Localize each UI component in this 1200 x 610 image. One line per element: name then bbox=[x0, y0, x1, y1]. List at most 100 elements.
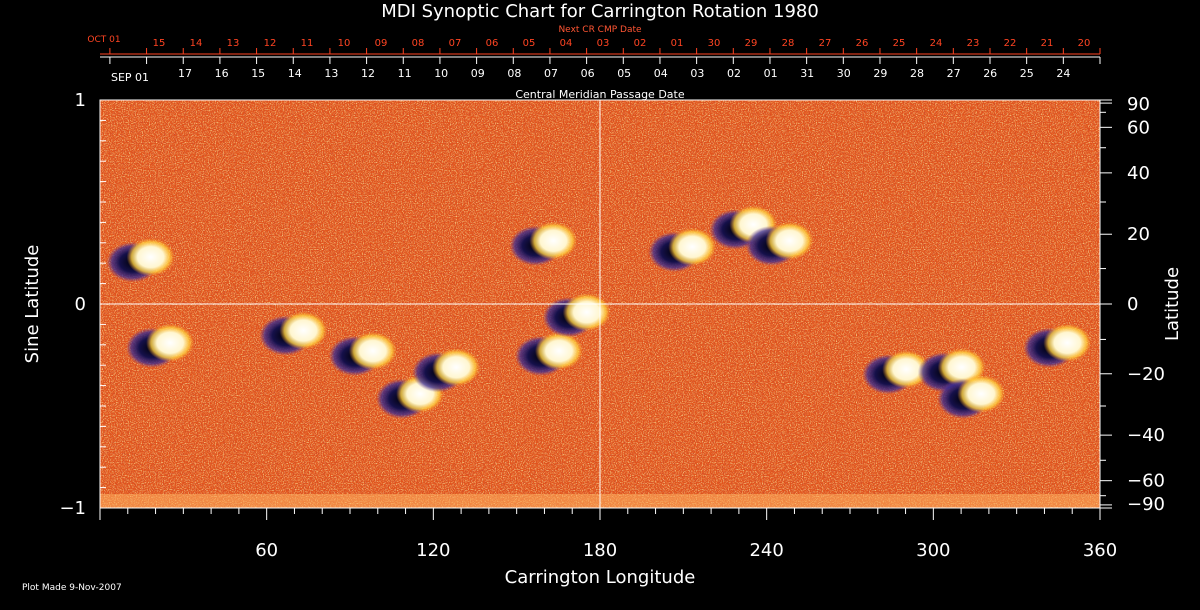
cmp-date-label: 02 bbox=[727, 67, 741, 80]
right-tick-label: −40 bbox=[1127, 425, 1165, 446]
cmp-date-label: 13 bbox=[324, 67, 338, 80]
cmp-date-label: 11 bbox=[398, 67, 412, 80]
next-date-label: 25 bbox=[893, 38, 906, 49]
cmp-date-label: 09 bbox=[471, 67, 485, 80]
cmp-date-label: 17 bbox=[178, 67, 192, 80]
next-date-label: 01 bbox=[671, 38, 684, 49]
cmp-date-label: 29 bbox=[873, 67, 887, 80]
cmp-date-label: 28 bbox=[910, 67, 924, 80]
next-date-label: 22 bbox=[1004, 38, 1017, 49]
cmp-axis-label: Central Meridian Passage Date bbox=[515, 88, 684, 101]
cmp-date-label: 31 bbox=[800, 67, 814, 80]
next-date-label: 08 bbox=[412, 38, 425, 49]
bottom-tick-label: 120 bbox=[416, 540, 450, 561]
y-axis-label-right: Latitude bbox=[1162, 267, 1183, 341]
bottom-tick-label: 360 bbox=[1083, 540, 1117, 561]
positive-polarity bbox=[957, 374, 1006, 413]
y-axis-label-left: Sine Latitude bbox=[22, 245, 43, 364]
active-region bbox=[648, 227, 717, 272]
active-region bbox=[515, 331, 583, 376]
cmp-date-label: 25 bbox=[1020, 67, 1034, 80]
cmp-date-label: 26 bbox=[983, 67, 997, 80]
right-tick-label: 90 bbox=[1127, 94, 1150, 115]
x-axis-label: Carrington Longitude bbox=[505, 567, 696, 588]
next-date-label: 27 bbox=[819, 38, 832, 49]
next-date-label: 10 bbox=[338, 38, 351, 49]
active-region bbox=[745, 221, 814, 266]
positive-polarity bbox=[535, 331, 583, 370]
next-date-label: 02 bbox=[634, 38, 647, 49]
positive-polarity bbox=[279, 311, 328, 350]
plot-made-note: Plot Made 9-Nov-2007 bbox=[22, 583, 122, 593]
next-date-label: OCT 01 bbox=[87, 35, 120, 45]
cmp-date-label: 06 bbox=[581, 67, 595, 80]
next-axis-label: Next CR CMP Date bbox=[558, 25, 642, 35]
active-region bbox=[126, 323, 195, 368]
right-tick-label: −20 bbox=[1127, 364, 1165, 385]
bottom-tick-label: 180 bbox=[583, 540, 617, 561]
next-date-label: 15 bbox=[153, 38, 166, 49]
bottom-tick-label: 240 bbox=[749, 540, 783, 561]
next-date-label: 13 bbox=[227, 38, 240, 49]
next-date-label: 09 bbox=[375, 38, 388, 49]
active-region bbox=[542, 293, 611, 338]
next-date-label: 03 bbox=[597, 38, 610, 49]
next-date-label: 12 bbox=[264, 38, 277, 49]
cmp-date-label: 15 bbox=[251, 67, 265, 80]
next-date-label: 04 bbox=[560, 38, 573, 49]
active-regions bbox=[106, 205, 1092, 419]
cmp-date-label: 08 bbox=[507, 67, 521, 80]
cmp-date-label: 03 bbox=[690, 67, 704, 80]
active-region bbox=[328, 331, 397, 376]
left-tick-label: 0 bbox=[75, 294, 86, 315]
cmp-date-label: 01 bbox=[764, 67, 778, 80]
positive-polarity bbox=[432, 348, 481, 387]
cmp-date-label: 04 bbox=[654, 67, 668, 80]
right-tick-label: −60 bbox=[1127, 471, 1165, 492]
next-date-label: 05 bbox=[523, 38, 536, 49]
right-tick-label: 20 bbox=[1127, 224, 1150, 245]
next-date-label: 24 bbox=[930, 38, 943, 49]
right-tick-label: −90 bbox=[1127, 494, 1165, 515]
active-region bbox=[1023, 323, 1092, 368]
positive-polarity bbox=[562, 293, 611, 332]
active-region bbox=[509, 221, 578, 266]
right-tick-label: 0 bbox=[1127, 294, 1138, 315]
bottom-tick-label: 60 bbox=[255, 540, 278, 561]
cmp-date-label: 27 bbox=[947, 67, 961, 80]
next-date-label: 26 bbox=[856, 38, 869, 49]
next-date-label: 14 bbox=[190, 38, 203, 49]
left-tick-label: −1 bbox=[59, 498, 86, 519]
positive-polarity bbox=[126, 238, 175, 277]
next-date-label: 11 bbox=[301, 38, 314, 49]
next-date-label: 21 bbox=[1041, 38, 1054, 49]
bottom-axis: 60 120 180 240 300 360 bbox=[99, 508, 1117, 561]
cmp-date-label: 05 bbox=[617, 67, 631, 80]
positive-polarity bbox=[1043, 323, 1092, 362]
active-region bbox=[106, 238, 175, 283]
cmp-date-label: 14 bbox=[288, 67, 302, 80]
active-region bbox=[862, 350, 931, 395]
cmp-date-label: SEP 01 bbox=[111, 71, 149, 84]
positive-polarity bbox=[146, 323, 195, 362]
next-date-label: 30 bbox=[708, 38, 721, 49]
cmp-date-label: 12 bbox=[361, 67, 375, 80]
chart-title: MDI Synoptic Chart for Carrington Rotati… bbox=[381, 1, 819, 22]
active-region bbox=[259, 311, 328, 356]
positive-polarity bbox=[348, 331, 397, 370]
left-tick-label: 1 bbox=[75, 90, 86, 111]
positive-polarity bbox=[882, 350, 931, 389]
positive-polarity bbox=[668, 227, 717, 266]
cmp-date-label: 10 bbox=[434, 67, 448, 80]
positive-polarity bbox=[529, 221, 578, 260]
cmp-date-label: 24 bbox=[1056, 67, 1070, 80]
cmp-date-label: 07 bbox=[544, 67, 558, 80]
active-region bbox=[412, 348, 481, 393]
next-date-label: 28 bbox=[782, 38, 795, 49]
right-tick-label: 40 bbox=[1127, 163, 1150, 184]
left-axis: 1 0 −1 bbox=[59, 90, 112, 519]
cmp-date-axis: SEP 01 17 16 15 14 13 12 11 10 09 08 07 06 05 04 03 02 01… bbox=[100, 56, 1101, 84]
next-cmp-axis: OCT 01 15 14 13 12 11 10 09 08 07 06 05 04 03 02 01 30 29… bbox=[87, 35, 1101, 55]
